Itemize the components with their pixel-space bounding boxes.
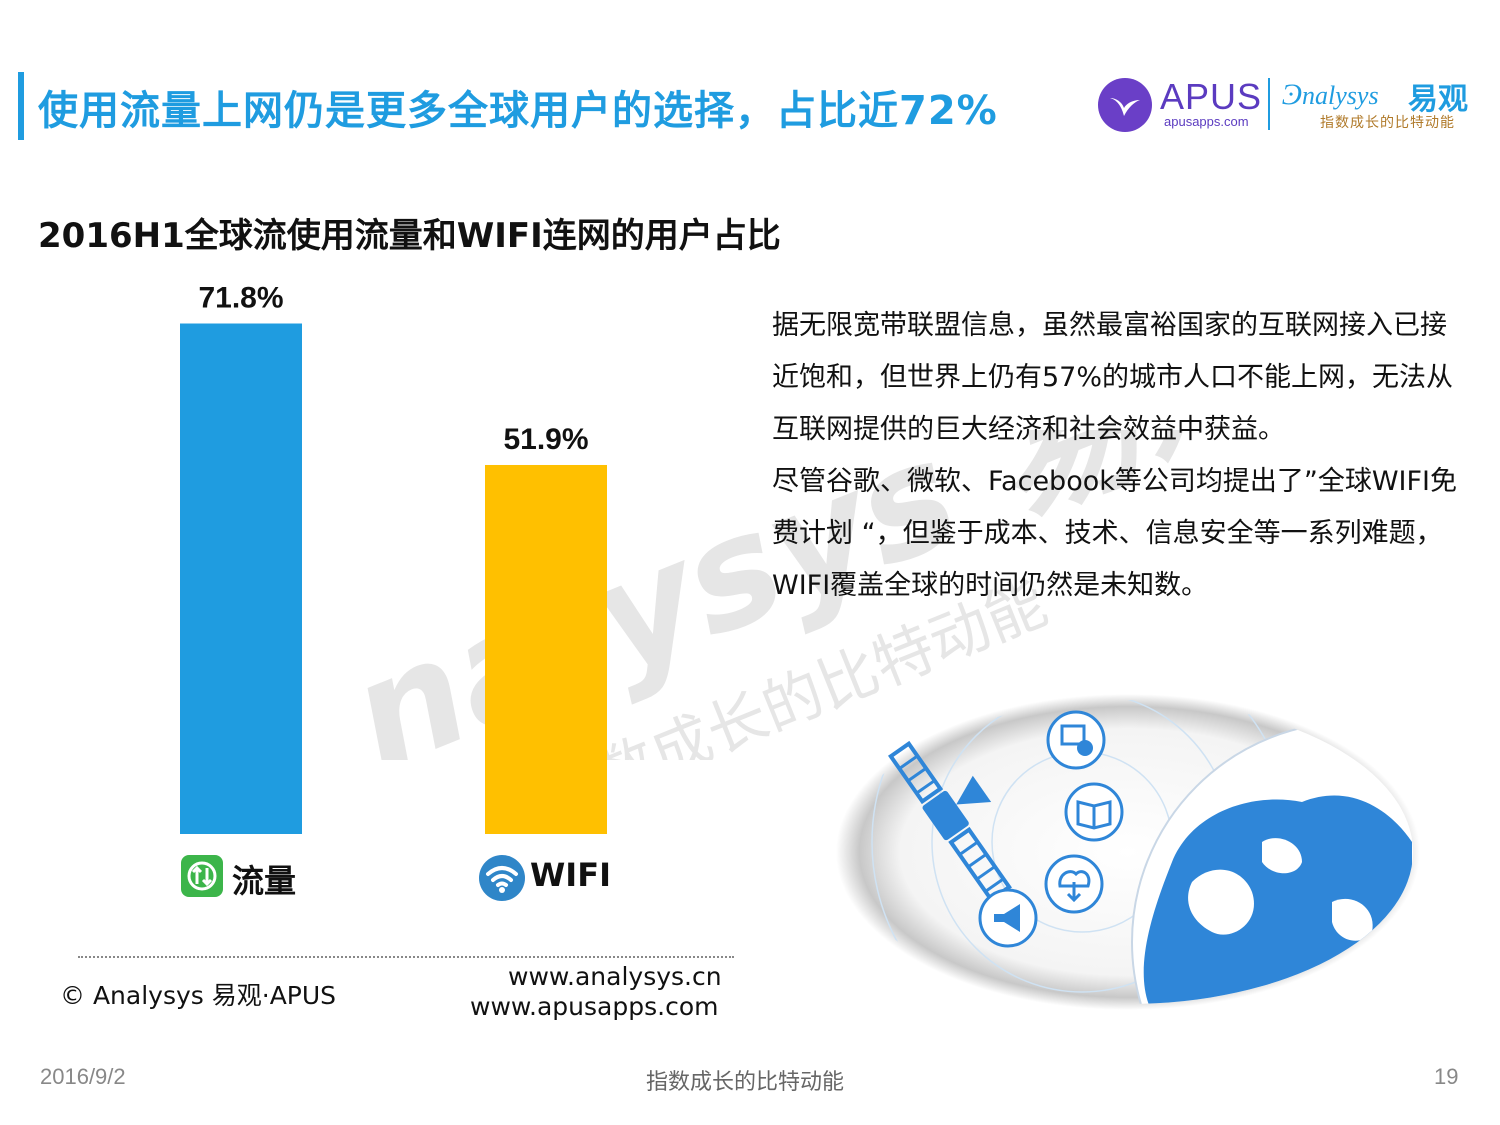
bar-chart: 71.8% 51.9% (180, 282, 607, 834)
category-label-data: 流量 (232, 862, 297, 900)
apus-logo-url: apusapps.com (1164, 114, 1249, 129)
chart-title: 2016H1全球流使用流量和WIFI连网的用户占比 (38, 216, 781, 256)
cloud-download-icon (1044, 854, 1104, 914)
description-text: 据无限宽带联盟信息，虽然最富裕国家的互联网接入已接近饱和，但世界上仍有57%的城… (772, 300, 1462, 612)
bar-data (180, 323, 302, 834)
slide-title: 使用流量上网仍是更多全球用户的选择，占比近72% (38, 88, 998, 134)
data-arrows-icon (180, 854, 224, 903)
logo-area: APUS apusapps.com Ͽnalysys 易观 指数成长的比特动能 (1098, 74, 1478, 134)
paragraph-1: 据无限宽带联盟信息，虽然最富裕国家的互联网接入已接近饱和，但世界上仍有57%的城… (772, 310, 1454, 445)
satellite-icon (888, 740, 1012, 903)
megaphone-icon (978, 888, 1038, 948)
source-url-apus[interactable]: www.apusapps.com (470, 992, 719, 1021)
logo-divider (1268, 78, 1270, 130)
source-url-analysys[interactable]: www.analysys.cn (508, 962, 722, 991)
page-number: 19 (1434, 1064, 1459, 1089)
analysys-logo-slogan: 指数成长的比特动能 (1320, 115, 1455, 131)
bar-value-label: 71.8% (198, 282, 283, 315)
footer-slogan: 指数成长的比特动能 (646, 1070, 845, 1095)
paragraph-2: 尽管谷歌、微软、Facebook等公司均提出了”全球WIFI免费计划 “，但鉴于… (772, 466, 1458, 601)
media-icon (1046, 710, 1106, 770)
footer-date: 2016/9/2 (40, 1064, 126, 1089)
title-accent-bar (18, 72, 24, 140)
analysys-logo-cn: 易观 (1408, 82, 1468, 117)
copyright-text: © Analysys 易观·APUS (60, 981, 337, 1010)
analysys-logo-text: Ͽnalysys (1282, 78, 1379, 111)
globe-illustration (836, 694, 1420, 1010)
category-label-wifi: WIFI (530, 856, 611, 894)
apus-logo-icon (1098, 78, 1152, 132)
source-divider (78, 956, 734, 958)
bar-wifi (485, 464, 607, 834)
book-icon (1064, 782, 1124, 842)
wifi-icon (478, 854, 526, 907)
apus-logo-text: APUS (1160, 76, 1263, 117)
bar-value-label: 51.9% (503, 423, 588, 456)
